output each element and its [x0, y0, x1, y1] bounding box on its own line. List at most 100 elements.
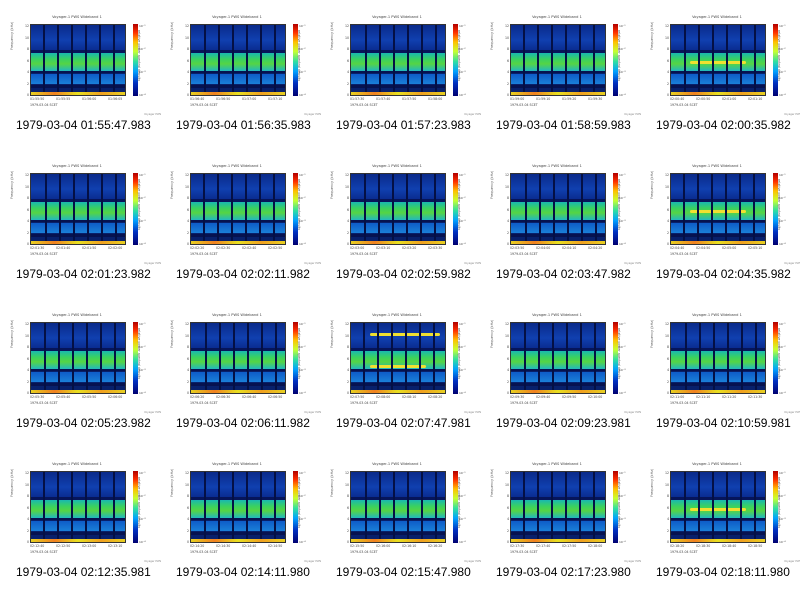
spectrogram-gap — [45, 174, 47, 241]
timestamp-caption[interactable]: 1979-03-04 02:02:11.982 — [176, 267, 310, 281]
colorbar-tick-label: 10⁻³ — [139, 70, 146, 74]
spectrogram-thumbnail[interactable]: Voyager-1 PWS Wideband 1 Frequency (kHz)… — [10, 457, 161, 564]
timestamp-caption[interactable]: 1979-03-04 02:09:23.981 — [496, 416, 631, 430]
timestamp-caption[interactable]: 1979-03-04 02:00:35.982 — [656, 118, 791, 132]
spectrogram-thumbnail[interactable]: Voyager-1 PWS Wideband 1 Frequency (kHz)… — [650, 308, 800, 415]
timestamp-caption[interactable]: 1979-03-04 02:12:35.981 — [16, 565, 151, 579]
spectrogram-dark-band — [351, 369, 445, 372]
spectrogram-dark-band — [671, 220, 765, 223]
spectrogram-gap — [551, 472, 553, 539]
colorbar-tick-label: 10⁻⁴ — [459, 93, 466, 97]
x-tick-label: 02:13:10 — [108, 544, 123, 548]
y-tick-label: 10 — [184, 482, 189, 487]
spectrogram-thumbnail[interactable]: Voyager-1 PWS Wideband 1 Frequency (kHz)… — [330, 159, 481, 266]
spectrogram-dark-band — [671, 348, 765, 351]
spectrogram-gap — [99, 472, 101, 539]
x-axis-ticks: 02:18:20 02:18:30 02:18:40 02:18:50 — [670, 544, 766, 549]
timestamp-caption[interactable]: 1979-03-04 01:57:23.983 — [336, 118, 471, 132]
timestamp-caption[interactable]: 1979-03-04 02:18:11.980 — [656, 565, 790, 579]
gallery-item[interactable]: Voyager-1 PWS Wideband 1 Frequency (kHz)… — [640, 0, 800, 149]
spectrogram-thumbnail[interactable]: Voyager-1 PWS Wideband 1 Frequency (kHz)… — [170, 457, 321, 564]
scet-scale: SCET — [209, 103, 218, 107]
spectrogram-thumbnail[interactable]: Voyager-1 PWS Wideband 1 Frequency (kHz)… — [650, 457, 800, 564]
spectrogram-thumbnail[interactable]: Voyager-1 PWS Wideband 1 Frequency (kHz)… — [330, 308, 481, 415]
spectrogram-thumbnail[interactable]: Voyager-1 PWS Wideband 1 Frequency (kHz)… — [10, 10, 161, 117]
spectrogram-dark-band — [671, 234, 765, 237]
colorbar-tick-label: 10⁻¹ — [459, 24, 466, 28]
y-tick-label: 4 — [506, 70, 509, 74]
spectrogram-thumbnail[interactable]: Voyager-1 PWS Wideband 1 Frequency (kHz)… — [10, 159, 161, 266]
timestamp-caption[interactable]: 1979-03-04 02:04:35.982 — [656, 267, 791, 281]
gallery-item[interactable]: Voyager-1 PWS Wideband 1 Frequency (kHz)… — [0, 0, 161, 149]
gallery-item[interactable]: Voyager-1 PWS Wideband 1 Frequency (kHz)… — [160, 447, 321, 596]
spectrogram-thumbnail[interactable]: Voyager-1 PWS Wideband 1 Frequency (kHz)… — [170, 159, 321, 266]
timestamp-caption[interactable]: 1979-03-04 02:15:47.980 — [336, 565, 471, 579]
timestamp-caption[interactable]: 1979-03-04 02:10:59.981 — [656, 416, 791, 430]
timestamp-caption[interactable]: 1979-03-04 02:02:59.982 — [336, 267, 471, 281]
gallery-item[interactable]: Voyager-1 PWS Wideband 1 Frequency (kHz)… — [160, 0, 321, 149]
spectrogram-thumbnail[interactable]: Voyager-1 PWS Wideband 1 Frequency (kHz)… — [170, 308, 321, 415]
timestamp-caption[interactable]: 1979-03-04 02:03:47.982 — [496, 267, 631, 281]
gallery-item[interactable]: Voyager-1 PWS Wideband 1 Frequency (kHz)… — [320, 149, 481, 298]
spectrogram-thumbnail[interactable]: Voyager-1 PWS Wideband 1 Frequency (kHz)… — [170, 10, 321, 117]
gallery-item[interactable]: Voyager-1 PWS Wideband 1 Frequency (kHz)… — [640, 447, 800, 596]
timestamp-caption[interactable]: 1979-03-04 01:58:59.983 — [496, 118, 631, 132]
colorbar-tick-label: 10⁻² — [299, 196, 306, 200]
x-axis-ticks: 02:17:30 02:17:40 02:17:50 02:18:00 — [510, 544, 606, 549]
colorbar-tick-label: 10⁻⁴ — [299, 540, 306, 544]
gallery-item[interactable]: Voyager-1 PWS Wideband 1 Frequency (kHz)… — [480, 447, 641, 596]
timestamp-caption[interactable]: 1979-03-04 02:01:23.982 — [16, 267, 151, 281]
x-tick-label: 01:57:30 — [350, 97, 365, 101]
x-tick-label: 02:03:50 — [510, 246, 525, 250]
spectrogram-thumbnail[interactable]: Voyager-1 PWS Wideband 1 Frequency (kHz)… — [650, 159, 800, 266]
colorbar-ticks: 10⁻¹ 10⁻² 10⁻³ 10⁻⁴ — [459, 24, 467, 97]
scet-scale: SCET — [209, 550, 218, 554]
colorbar-tick-label: 10⁻⁴ — [459, 242, 466, 246]
y-axis-label: Frequency (kHz) — [170, 21, 174, 50]
spectrogram-gap — [712, 472, 714, 539]
gallery-item[interactable]: Voyager-1 PWS Wideband 1 Frequency (kHz)… — [0, 447, 161, 596]
gallery-item[interactable]: Voyager-1 PWS Wideband 1 Frequency (kHz)… — [640, 298, 800, 447]
spectrogram-thumbnail[interactable]: Voyager-1 PWS Wideband 1 Frequency (kHz)… — [330, 457, 481, 564]
colorbar — [613, 471, 618, 543]
spectrogram-thumbnail[interactable]: Voyager-1 PWS Wideband 1 Frequency (kHz)… — [490, 159, 641, 266]
timestamp-caption[interactable]: 1979-03-04 02:14:11.980 — [176, 565, 310, 579]
timestamp-caption[interactable]: 1979-03-04 02:06:11.982 — [176, 416, 310, 430]
spectrogram-thumbnail[interactable]: Voyager-1 PWS Wideband 1 Frequency (kHz)… — [650, 10, 800, 117]
timestamp-caption[interactable]: 1979-03-04 02:07:47.981 — [336, 416, 471, 430]
colorbar — [613, 173, 618, 245]
y-axis-label: Frequency (kHz) — [650, 170, 654, 199]
colorbar-label: relative power spectral density — [297, 179, 301, 231]
spectrogram-thumbnail[interactable]: Voyager-1 PWS Wideband 1 Frequency (kHz)… — [490, 10, 641, 117]
y-axis-ticks: 12 10 8 6 4 2 0 — [184, 322, 190, 395]
gallery-item[interactable]: Voyager-1 PWS Wideband 1 Frequency (kHz)… — [320, 0, 481, 149]
y-axis-ticks: 12 10 8 6 4 2 0 — [344, 173, 350, 246]
spectrogram-dark-band — [191, 71, 285, 74]
plot-credit: Voyager PWS — [464, 411, 482, 414]
plot-title: Voyager-1 PWS Wideband 1 — [532, 462, 582, 466]
gallery-item[interactable]: Voyager-1 PWS Wideband 1 Frequency (kHz)… — [480, 298, 641, 447]
spectrogram-dark-band — [191, 199, 285, 202]
y-tick-label: 8 — [666, 494, 669, 498]
gallery-item[interactable]: Voyager-1 PWS Wideband 1 Frequency (kHz)… — [160, 298, 321, 447]
timestamp-caption[interactable]: 1979-03-04 01:56:35.983 — [176, 118, 311, 132]
gallery-item[interactable]: Voyager-1 PWS Wideband 1 Frequency (kHz)… — [320, 298, 481, 447]
gallery-item[interactable]: Voyager-1 PWS Wideband 1 Frequency (kHz)… — [0, 149, 161, 298]
gallery-item[interactable]: Voyager-1 PWS Wideband 1 Frequency (kHz)… — [640, 149, 800, 298]
spectrogram-thumbnail[interactable]: Voyager-1 PWS Wideband 1 Frequency (kHz)… — [490, 308, 641, 415]
gallery-item[interactable]: Voyager-1 PWS Wideband 1 Frequency (kHz)… — [480, 0, 641, 149]
gallery-item[interactable]: Voyager-1 PWS Wideband 1 Frequency (kHz)… — [480, 149, 641, 298]
spectrogram-thumbnail[interactable]: Voyager-1 PWS Wideband 1 Frequency (kHz)… — [10, 308, 161, 415]
y-tick-label: 6 — [506, 58, 509, 63]
gallery-item[interactable]: Voyager-1 PWS Wideband 1 Frequency (kHz)… — [320, 447, 481, 596]
timestamp-caption[interactable]: 1979-03-04 01:55:47.983 — [16, 118, 151, 132]
timestamp-caption[interactable]: 1979-03-04 02:17:23.980 — [496, 565, 631, 579]
timestamp-caption[interactable]: 1979-03-04 02:05:23.982 — [16, 416, 151, 430]
spectrogram-thumbnail[interactable]: Voyager-1 PWS Wideband 1 Frequency (kHz)… — [330, 10, 481, 117]
gallery-item[interactable]: Voyager-1 PWS Wideband 1 Frequency (kHz)… — [160, 149, 321, 298]
scet-label: 1979-03-04 SCET — [30, 252, 140, 256]
x-tick-label: 02:08:20 — [428, 395, 443, 399]
spectrogram-dark-band — [511, 518, 605, 521]
gallery-item[interactable]: Voyager-1 PWS Wideband 1 Frequency (kHz)… — [0, 298, 161, 447]
spectrogram-thumbnail[interactable]: Voyager-1 PWS Wideband 1 Frequency (kHz)… — [490, 457, 641, 564]
